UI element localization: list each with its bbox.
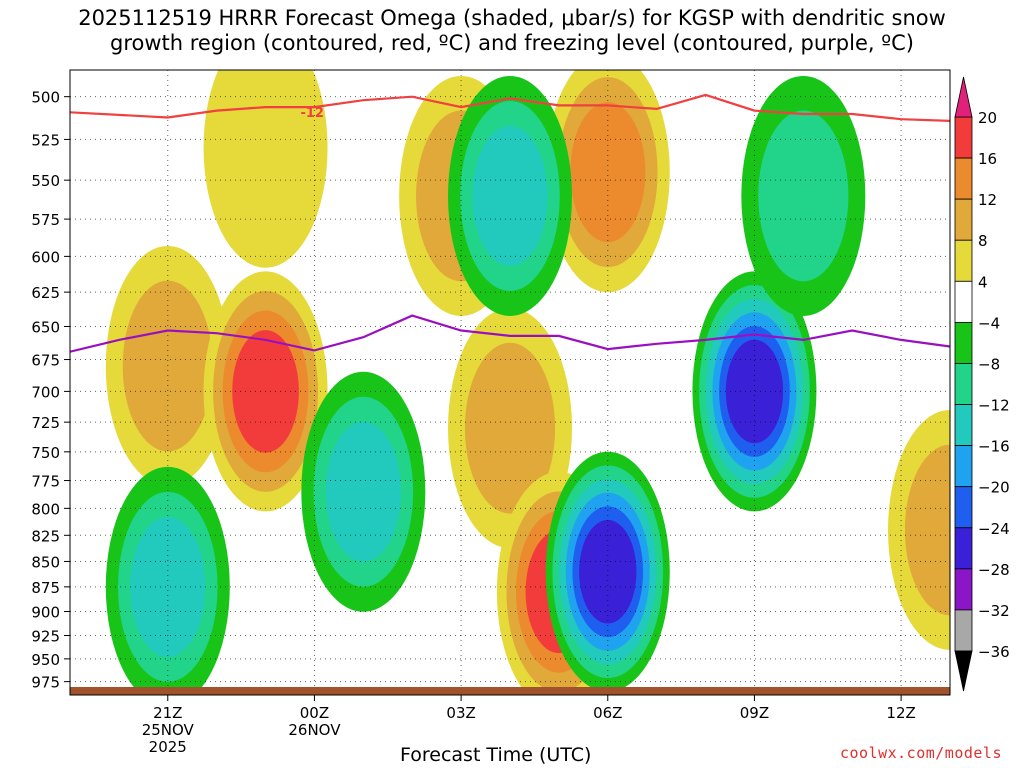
colorbar-label: −36 xyxy=(978,643,1010,661)
title-line-2: growth region (contoured, red, ºC) and f… xyxy=(110,31,914,55)
y-tick-label: 625 xyxy=(31,284,60,302)
colorbar-label: 16 xyxy=(978,150,997,168)
plot-frame xyxy=(69,69,951,696)
omega-region-11-level xyxy=(725,339,784,444)
colorbar-band xyxy=(954,404,973,447)
ground-bar xyxy=(70,687,950,695)
y-tick-label: 800 xyxy=(31,500,60,518)
colorbar-label: −8 xyxy=(978,355,1000,373)
omega-region-13-level xyxy=(904,444,950,616)
omega-region-9-level xyxy=(472,125,548,266)
freezing-level-line xyxy=(70,314,950,353)
y-tick-label: 875 xyxy=(31,579,60,597)
y-tick-label: 775 xyxy=(31,473,60,491)
y-axis: 500 525 550 575 600 625 650 675 700 725 750 775 800 8… xyxy=(31,89,70,692)
omega-region-2-level xyxy=(203,70,328,268)
x-tick-date: 25NOV xyxy=(142,721,195,739)
colorbar-label: −20 xyxy=(978,479,1010,497)
y-tick-label: 650 xyxy=(31,318,60,336)
colorbar-top-arrow xyxy=(954,76,973,118)
colorbar-bottom-arrow xyxy=(954,650,973,692)
y-tick-label: 750 xyxy=(31,444,60,462)
colorbar-band xyxy=(954,363,973,405)
colorbar: 20 16 12 8 4 −4 −8 −12 −16 −20 −24 −28 −32 −36 xyxy=(954,76,1010,692)
chart-title: 2025112519 HRRR Forecast Omega (shaded, … xyxy=(0,6,1024,56)
colorbar-label: −16 xyxy=(978,438,1010,456)
colorbar-band xyxy=(954,116,973,159)
omega-region-3-level xyxy=(130,516,206,657)
contours: -12 xyxy=(70,93,950,353)
x-tick-label: 00Z xyxy=(300,704,329,722)
y-tick-label: 700 xyxy=(31,383,60,401)
colorbar-label: −24 xyxy=(978,520,1010,538)
colorbar-band xyxy=(954,198,973,241)
y-tick-label: 500 xyxy=(31,89,60,107)
credit-text: coolwx.com/models xyxy=(839,744,1002,762)
y-tick-label: 525 xyxy=(31,131,60,149)
x-tick-label: 06Z xyxy=(593,704,622,722)
colorbar-label: −28 xyxy=(978,561,1010,579)
omega-region-7-level xyxy=(570,102,646,243)
colorbar-label: −32 xyxy=(978,602,1010,620)
y-tick-label: 725 xyxy=(31,414,60,432)
colorbar-band xyxy=(954,321,973,364)
y-tick-label: 925 xyxy=(31,628,60,646)
grid xyxy=(70,70,950,695)
y-tick-label: 575 xyxy=(31,211,60,229)
y-tick-label: 900 xyxy=(31,604,60,622)
y-tick-label: 950 xyxy=(31,651,60,669)
x-tick-label: 12Z xyxy=(886,704,915,722)
colorbar-band xyxy=(954,609,973,652)
colorbar-band xyxy=(954,239,973,282)
colorbar-band xyxy=(954,568,973,611)
omega-shading xyxy=(105,70,950,695)
x-tick-date: 26NOV xyxy=(288,721,341,739)
colorbar-label: 20 xyxy=(978,109,997,127)
x-tick-label: 09Z xyxy=(740,704,769,722)
colorbar-label: −12 xyxy=(978,397,1010,415)
y-tick-label: 550 xyxy=(31,172,60,190)
colorbar-band xyxy=(954,445,973,488)
y-tick-label: 600 xyxy=(31,248,60,266)
colorbar-band xyxy=(954,280,973,323)
y-tick-label: 675 xyxy=(31,352,60,370)
omega-region-0-level xyxy=(122,280,213,452)
colorbar-label: −4 xyxy=(978,314,1000,332)
dgz-contour-label: -12 xyxy=(300,106,324,121)
colorbar-band xyxy=(954,486,973,529)
title-line-1: 2025112519 HRRR Forecast Omega (shaded, … xyxy=(78,6,946,30)
omega-region-10-level xyxy=(579,519,637,624)
colorbar-label: 12 xyxy=(978,191,997,209)
omega-region-5-level xyxy=(464,342,556,514)
y-tick-label: 975 xyxy=(31,674,60,692)
x-axis-label: Forecast Time (UTC) xyxy=(400,744,592,766)
colorbar-band xyxy=(954,527,973,570)
x-tick-label: 21Z xyxy=(153,704,182,722)
dgz-contour-line xyxy=(70,93,950,122)
colorbar-band xyxy=(954,157,973,200)
omega-region-8-level xyxy=(325,421,401,562)
y-tick-label: 850 xyxy=(31,553,60,571)
x-tick-year: 2025 xyxy=(149,738,187,756)
omega-region-12-level xyxy=(758,110,849,282)
colorbar-label: 8 xyxy=(978,232,988,250)
y-tick-label: 825 xyxy=(31,527,60,545)
x-tick-label: 03Z xyxy=(446,704,475,722)
colorbar-label: 4 xyxy=(978,273,988,291)
